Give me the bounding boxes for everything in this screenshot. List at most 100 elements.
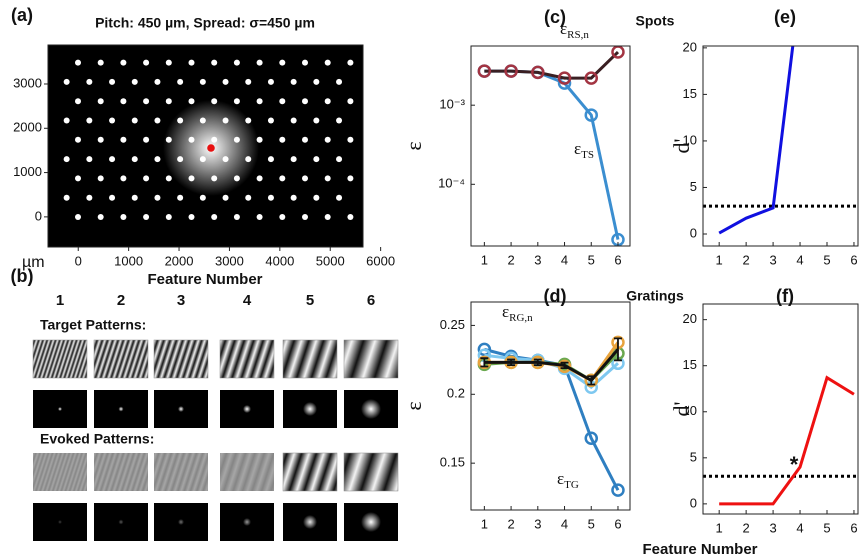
panel-label: (f) xyxy=(776,286,794,306)
spot xyxy=(234,175,240,181)
spot xyxy=(279,98,285,104)
spot xyxy=(132,79,138,85)
panel-title: Feature Number xyxy=(147,271,262,288)
x-tick-label: 5 xyxy=(823,520,830,535)
spot xyxy=(154,118,160,124)
spot xyxy=(347,98,353,104)
y-tick-label: 5 xyxy=(690,449,697,464)
spot xyxy=(109,79,115,85)
x-tick-label: 5 xyxy=(823,252,830,267)
grating-image xyxy=(94,340,148,378)
spot xyxy=(64,156,70,162)
spot-blob xyxy=(178,519,184,525)
grating-image xyxy=(220,340,274,378)
spot xyxy=(336,79,342,85)
spot xyxy=(75,60,81,66)
spot xyxy=(143,60,149,66)
x-tick-label: 4 xyxy=(561,516,568,531)
spot xyxy=(64,195,70,201)
x-tick-label: 2000 xyxy=(165,253,194,268)
label-part: TG xyxy=(564,479,579,491)
x-tick-label: 3 xyxy=(534,252,541,267)
x-tick-label: 3000 xyxy=(215,253,244,268)
spot xyxy=(336,118,342,124)
spot xyxy=(245,79,251,85)
spot xyxy=(120,137,126,143)
spot xyxy=(166,60,172,66)
spot-blob xyxy=(361,512,381,532)
spot xyxy=(302,175,308,181)
spot xyxy=(325,98,331,104)
spot xyxy=(211,60,217,66)
spot xyxy=(223,118,229,124)
spot xyxy=(291,79,297,85)
y-tick-label: 1000 xyxy=(13,164,42,179)
column-label: 6 xyxy=(367,292,375,309)
panel-label: (d) xyxy=(544,286,567,306)
spot xyxy=(234,137,240,143)
y-tick-label: 20 xyxy=(683,39,697,54)
x-tick-label: 1 xyxy=(716,520,723,535)
spot xyxy=(211,98,217,104)
spot xyxy=(291,195,297,201)
x-tick-label: 4 xyxy=(796,520,803,535)
chart-title: Spots xyxy=(636,13,675,29)
x-tick-label: 6 xyxy=(850,252,857,267)
spot xyxy=(143,175,149,181)
spot xyxy=(325,214,331,220)
spot xyxy=(64,118,70,124)
spot-blob xyxy=(243,518,251,526)
shared-x-label: Feature Number xyxy=(642,541,757,558)
spot xyxy=(291,156,297,162)
y-tick-label: 0 xyxy=(35,208,42,223)
spot xyxy=(257,60,263,66)
x-tick-label: 5 xyxy=(588,252,595,267)
grating-image xyxy=(33,340,87,378)
figure: Feature Number 0 1000 2000 3000 4000 5000 6000… xyxy=(0,0,861,559)
spot xyxy=(200,79,206,85)
y-axis-label: ε xyxy=(401,401,426,410)
x-tick-label: 2 xyxy=(507,252,514,267)
spot xyxy=(234,214,240,220)
spot xyxy=(86,79,92,85)
x-tick-label: 5 xyxy=(588,516,595,531)
spot xyxy=(234,98,240,104)
spot xyxy=(189,60,195,66)
x-tick-label: 4000 xyxy=(265,253,294,268)
x-tick-label: 5000 xyxy=(316,253,345,268)
spot xyxy=(245,195,251,201)
column-label: 4 xyxy=(243,292,252,309)
spot xyxy=(325,137,331,143)
evoked-texture xyxy=(154,453,208,491)
label-part: RS,n xyxy=(567,29,589,41)
spot xyxy=(302,214,308,220)
spot xyxy=(154,79,160,85)
spot xyxy=(200,156,206,162)
evoked-texture xyxy=(33,453,87,491)
x-tick-label: 6000 xyxy=(366,253,395,268)
spot xyxy=(336,195,342,201)
spot xyxy=(268,195,274,201)
spot xyxy=(143,214,149,220)
spot xyxy=(347,214,353,220)
row-label: Evoked Patterns: xyxy=(40,431,154,447)
y-tick-label: 0.15 xyxy=(440,455,465,470)
y-tick-label: 0 xyxy=(690,495,697,510)
spot xyxy=(75,175,81,181)
y-tick-label: 10⁻³ xyxy=(439,97,465,112)
x-tick-label: 1 xyxy=(481,516,488,531)
spot xyxy=(132,195,138,201)
spot xyxy=(166,214,172,220)
spot xyxy=(177,79,183,85)
spot xyxy=(313,79,319,85)
spot xyxy=(291,118,297,124)
y-tick-label: 0.2 xyxy=(447,386,465,401)
spot xyxy=(279,60,285,66)
spot xyxy=(86,156,92,162)
x-tick-label: 2 xyxy=(743,520,750,535)
x-tick-label: 6 xyxy=(850,520,857,535)
spot xyxy=(98,137,104,143)
panel-label: (b) xyxy=(11,266,34,286)
label-part: TS xyxy=(581,149,594,161)
spot xyxy=(279,137,285,143)
